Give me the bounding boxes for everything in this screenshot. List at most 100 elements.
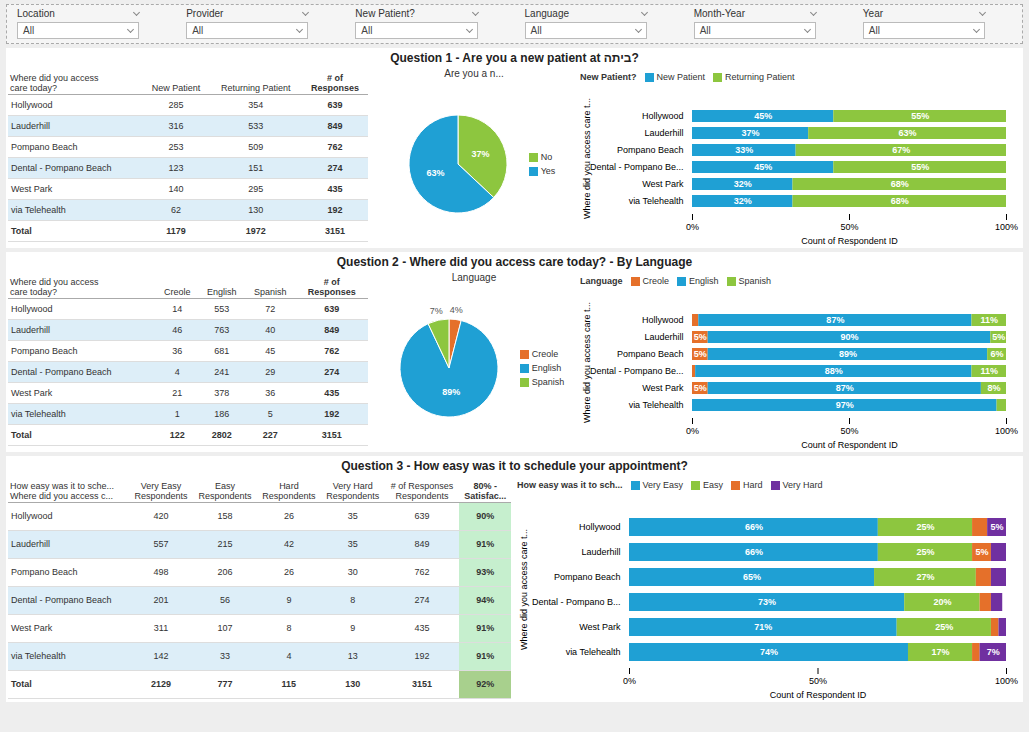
svg-text:68%: 68% <box>891 179 909 189</box>
svg-text:87%: 87% <box>836 383 854 393</box>
svg-text:Where did you access care t...: Where did you access care t... <box>582 98 592 219</box>
svg-text:66%: 66% <box>745 522 763 532</box>
svg-text:Lauderhill: Lauderhill <box>644 128 683 138</box>
svg-text:Lauderhill: Lauderhill <box>644 332 683 342</box>
svg-text:32%: 32% <box>734 196 752 206</box>
svg-text:71%: 71% <box>754 622 772 632</box>
svg-text:63%: 63% <box>426 168 444 178</box>
svg-text:6%: 6% <box>991 349 1004 359</box>
svg-text:45%: 45% <box>754 162 772 172</box>
svg-text:Dental - Pompano Be...: Dental - Pompano Be... <box>590 162 684 172</box>
html-text:How easy was it to sche... Whe: How easy was it to sche... Where did you… <box>10 480 114 501</box>
svg-text:68%: 68% <box>891 196 909 206</box>
svg-text:20%: 20% <box>933 597 951 607</box>
svg-text:Dental - Pompano B...: Dental - Pompano B... <box>532 597 621 607</box>
html-text:Question 3 - How easy was it t: Question 3 - How easy was it to schedule… <box>341 459 688 473</box>
html-text:New Patient?: New Patient? <box>355 8 415 19</box>
svg-text:37%: 37% <box>742 128 760 138</box>
svg-text:Where did you access care t...: Where did you access care t... <box>519 529 529 650</box>
html-text:Where did you access care toda: Where did you access care today? <box>10 72 99 93</box>
html-text:Language: Language <box>524 8 569 19</box>
svg-text:via Telehealth: via Telehealth <box>629 400 684 410</box>
html-text:80% - Satisfac...: 80% - Satisfac... <box>464 480 507 501</box>
svg-text:Dental - Pompano Be...: Dental - Pompano Be... <box>590 366 684 376</box>
html-text:Question 2 - Where did you acc: Question 2 - Where did you access care t… <box>336 255 693 269</box>
svg-text:50%: 50% <box>840 426 858 436</box>
svg-text:88%: 88% <box>825 366 843 376</box>
svg-text:55%: 55% <box>911 111 929 121</box>
svg-text:33%: 33% <box>735 145 753 155</box>
svg-text:11%: 11% <box>980 366 998 376</box>
html-text:# of Responses: # of Responses <box>311 72 360 93</box>
svg-text:0%: 0% <box>686 222 699 232</box>
svg-text:5%: 5% <box>694 332 707 342</box>
svg-text:67%: 67% <box>892 145 910 155</box>
svg-text:100%: 100% <box>995 676 1018 686</box>
svg-text:West Park: West Park <box>642 383 684 393</box>
html-text:All: All <box>361 25 373 36</box>
svg-text:25%: 25% <box>935 622 953 632</box>
svg-text:Pompano Beach: Pompano Beach <box>554 572 621 582</box>
svg-text:0%: 0% <box>686 426 699 436</box>
svg-text:5%: 5% <box>992 332 1005 342</box>
svg-text:17%: 17% <box>932 647 950 657</box>
svg-text:32%: 32% <box>734 179 752 189</box>
html-text:Very Hard Respondents: Very Hard Respondents <box>326 480 380 501</box>
html-text:Location: Location <box>17 8 55 19</box>
svg-text:7%: 7% <box>430 306 443 316</box>
html-text:All: All <box>192 25 204 36</box>
svg-text:50%: 50% <box>840 222 858 232</box>
svg-text:65%: 65% <box>743 572 761 582</box>
svg-text:5%: 5% <box>694 349 707 359</box>
svg-text:5%: 5% <box>975 547 988 557</box>
svg-text:Count of Respondent ID: Count of Respondent ID <box>801 440 898 450</box>
svg-text:Lauderhill: Lauderhill <box>581 547 620 557</box>
svg-text:Hollywood: Hollywood <box>642 315 684 325</box>
svg-text:63%: 63% <box>899 128 917 138</box>
svg-text:8%: 8% <box>987 383 1000 393</box>
svg-text:50%: 50% <box>809 676 827 686</box>
svg-text:West Park: West Park <box>579 622 621 632</box>
svg-text:74%: 74% <box>760 647 778 657</box>
html-text:Hard Respondents: Hard Respondents <box>262 480 316 501</box>
svg-text:via Telehealth: via Telehealth <box>566 647 621 657</box>
svg-text:25%: 25% <box>916 522 934 532</box>
svg-text:73%: 73% <box>758 597 776 607</box>
svg-text:via Telehealth: via Telehealth <box>629 196 684 206</box>
svg-text:Pompano Beach: Pompano Beach <box>617 145 684 155</box>
svg-text:100%: 100% <box>995 426 1018 436</box>
svg-text:27%: 27% <box>916 572 934 582</box>
svg-text:25%: 25% <box>916 547 934 557</box>
svg-text:66%: 66% <box>745 547 763 557</box>
svg-text:Pompano Beach: Pompano Beach <box>617 349 684 359</box>
svg-text:Count of Respondent ID: Count of Respondent ID <box>770 690 867 700</box>
svg-text:7%: 7% <box>987 647 1000 657</box>
html-text:All: All <box>23 25 35 36</box>
svg-text:5%: 5% <box>694 383 707 393</box>
svg-text:100%: 100% <box>995 222 1018 232</box>
html-text:Very Easy Respondents: Very Easy Respondents <box>134 480 188 501</box>
svg-text:Hollywood: Hollywood <box>579 522 621 532</box>
svg-text:4%: 4% <box>449 305 462 315</box>
svg-text:90%: 90% <box>840 332 858 342</box>
svg-text:89%: 89% <box>442 387 460 397</box>
svg-text:55%: 55% <box>911 162 929 172</box>
svg-text:0%: 0% <box>623 676 636 686</box>
svg-text:11%: 11% <box>980 315 998 325</box>
html-text:Provider: Provider <box>186 8 224 19</box>
svg-text:5%: 5% <box>991 522 1004 532</box>
svg-text:West Park: West Park <box>642 179 684 189</box>
svg-text:45%: 45% <box>754 111 772 121</box>
svg-text:Count of Respondent ID: Count of Respondent ID <box>801 236 898 246</box>
html-text:# of Responses: # of Responses <box>307 276 356 297</box>
svg-text:97%: 97% <box>836 400 854 410</box>
svg-text:87%: 87% <box>826 315 844 325</box>
html-text:Easy Respondents: Easy Respondents <box>198 480 252 501</box>
html-text:Question 1 - Are you a new pat: Question 1 - Are you a new patient at בי… <box>390 51 639 65</box>
html-text:# of Responses Respondents: # of Responses Respondents <box>390 480 454 501</box>
html-text:Where did you access care toda: Where did you access care today? <box>10 276 99 297</box>
svg-text:37%: 37% <box>471 149 489 159</box>
svg-text:Where did you access care t...: Where did you access care t... <box>582 302 592 423</box>
svg-text:89%: 89% <box>839 349 857 359</box>
svg-text:Hollywood: Hollywood <box>642 111 684 121</box>
